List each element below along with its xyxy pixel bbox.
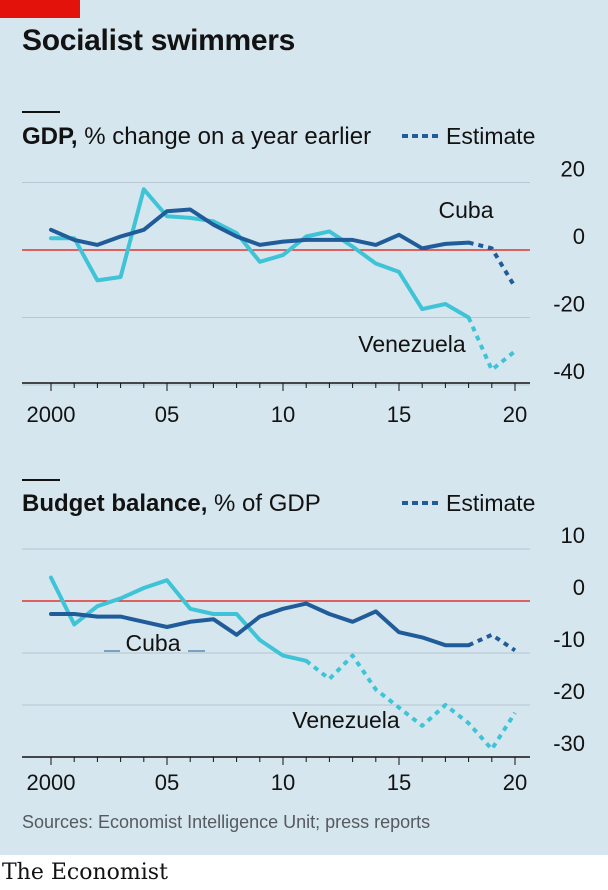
series-line-venezuela	[49, 187, 471, 320]
legend-estimate-label: Estimate	[446, 123, 535, 149]
y-tick-label: -40	[553, 359, 585, 384]
y-tick-label: -10	[553, 627, 585, 652]
series-label-cuba: Cuba	[439, 197, 494, 223]
chart-title: Budget balance, % of GDP	[22, 490, 321, 517]
page-title: Socialist swimmers	[22, 24, 296, 57]
brand-wordmark: The Economist	[2, 860, 168, 885]
x-tick-label: 15	[387, 770, 411, 795]
chart-panel	[0, 0, 608, 855]
brand-red-tag	[0, 0, 80, 18]
x-tick-label: 10	[271, 402, 295, 427]
y-tick-label: 0	[573, 575, 585, 600]
chart-title: GDP, % change on a year earlier	[22, 123, 371, 150]
chart-title-bold: GDP,	[22, 123, 78, 150]
y-tick-label: -20	[553, 292, 585, 317]
budget-chart: Budget balance, % of GDP Estimate 10 0 -10 -2…	[0, 468, 608, 808]
series-estimate-cuba	[468, 240, 517, 289]
budget-chart-svg: Budget balance, % of GDP Estimate 10 0 -10 -2…	[22, 479, 585, 795]
chart-title-rest: % change on a year earlier	[78, 123, 372, 150]
y-tick-label: 10	[561, 523, 585, 548]
y-tick-label: -30	[553, 731, 585, 756]
y-tick-label: -20	[553, 679, 585, 704]
x-tick-label: 20	[503, 770, 527, 795]
series-label-venezuela: Venezuela	[292, 707, 400, 733]
series-estimate-venezuela	[466, 316, 517, 372]
series-line-venezuela	[49, 575, 309, 663]
series-label-venezuela: Venezuela	[358, 331, 466, 357]
series-estimate-cuba	[467, 632, 517, 653]
series-estimate-venezuela	[304, 653, 517, 752]
y-tick-label: 20	[561, 157, 585, 182]
x-tick-label: 05	[155, 770, 179, 795]
x-tick-label: 20	[503, 402, 527, 427]
sources-note: Sources: Economist Intelligence Unit; pr…	[22, 812, 431, 832]
x-tick-label: 15	[387, 402, 411, 427]
series-label-cuba: Cuba	[126, 630, 181, 656]
series-line-cuba	[49, 207, 471, 251]
x-tick-label: 10	[271, 770, 295, 795]
chart-title-bold: Budget balance,	[22, 490, 207, 517]
chart-title-rest: % of GDP	[207, 490, 320, 517]
x-tick-label: 2000	[27, 770, 76, 795]
gdp-chart: GDP, % change on a year earlier Estimate 2…	[0, 100, 608, 440]
legend-estimate-label: Estimate	[446, 490, 535, 516]
y-tick-label: 0	[573, 224, 585, 249]
gdp-chart-svg: GDP, % change on a year earlier Estimate 2…	[22, 111, 585, 427]
x-tick-label: 05	[155, 402, 179, 427]
x-tick-label: 2000	[27, 402, 76, 427]
